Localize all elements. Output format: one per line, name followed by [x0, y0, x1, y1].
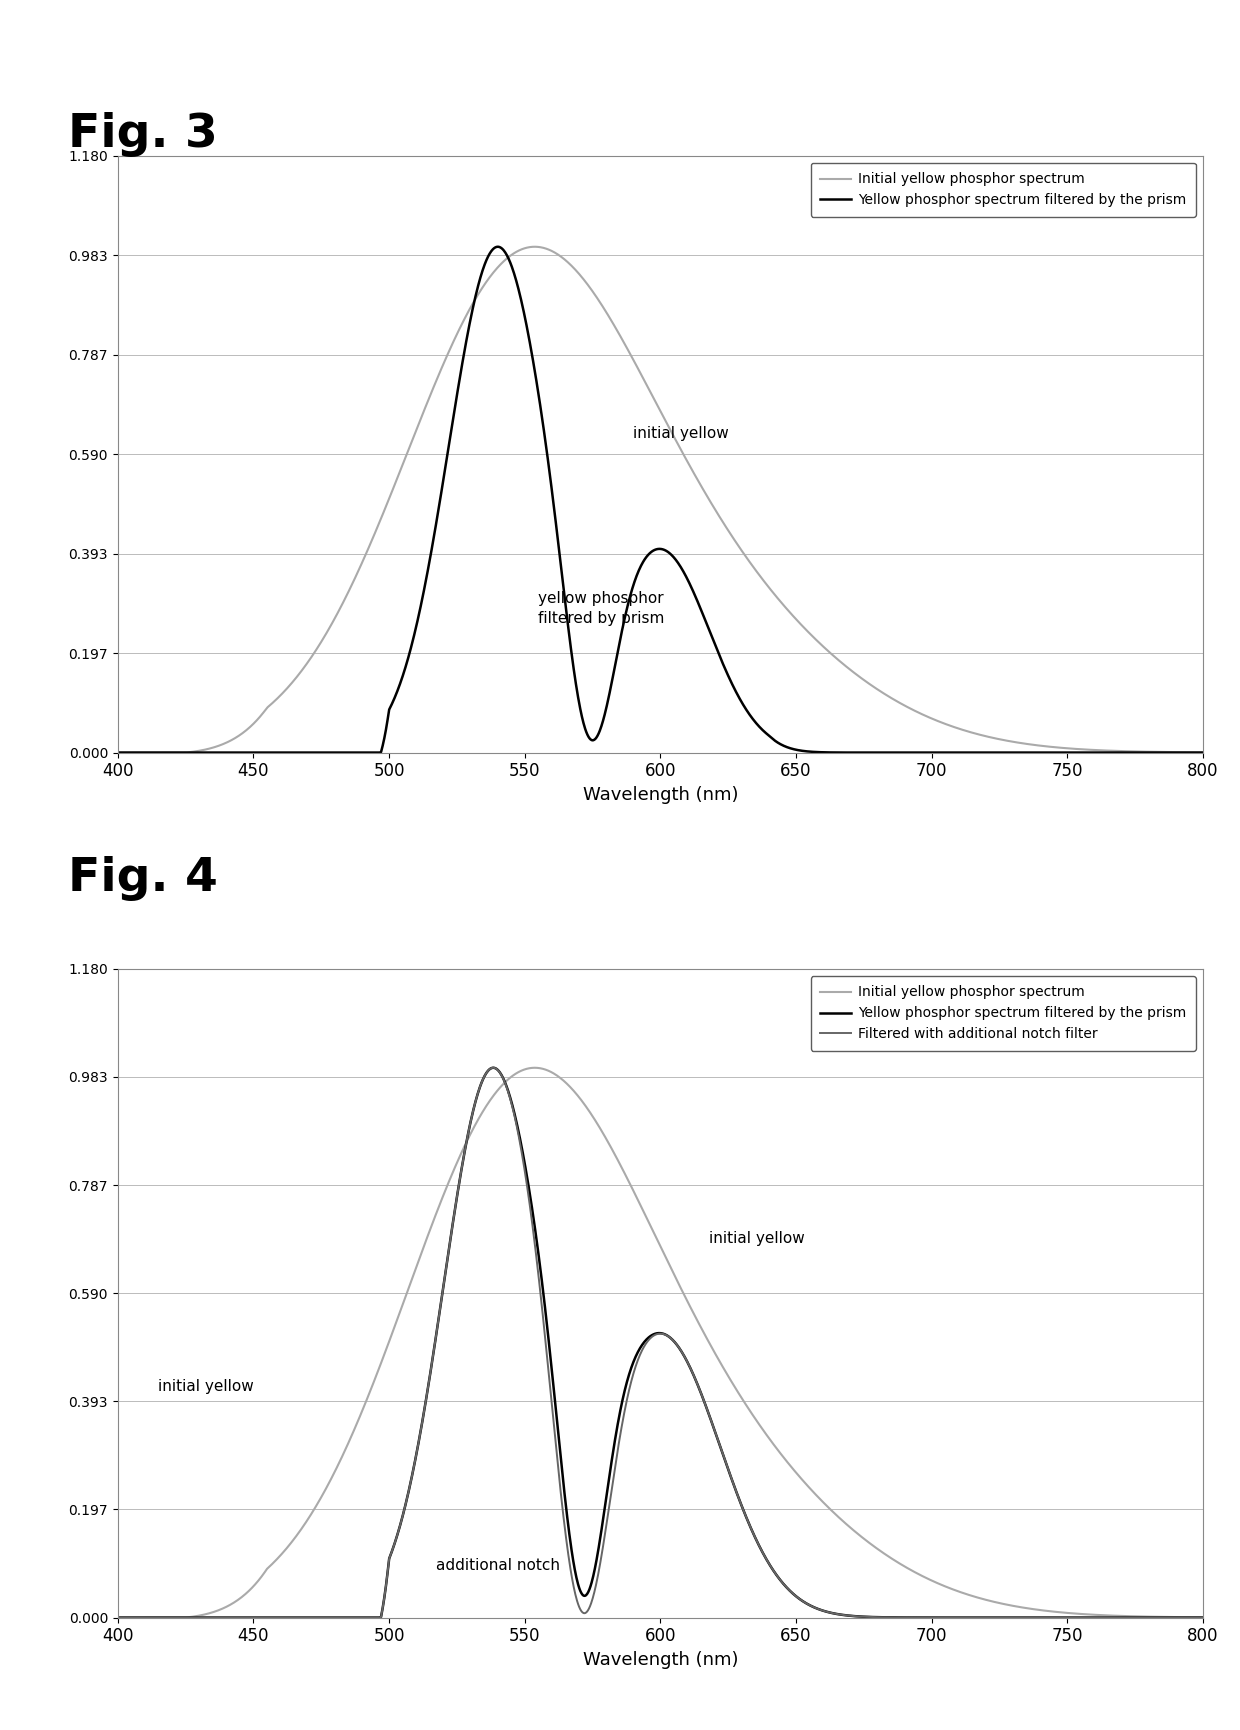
Yellow phosphor spectrum filtered by the prism [639, 1330, 653, 1351]
Filtered with additional notch filter [110, 1607, 125, 1628]
Initial yellow phosphor spectrum [527, 237, 542, 258]
Yellow phosphor spectrum filtered by the prism [1164, 1607, 1179, 1628]
Yellow phosphor spectrum filtered by the prism [639, 547, 653, 567]
Yellow phosphor spectrum filtered by the prism [610, 1417, 625, 1438]
Text: Fig. 3: Fig. 3 [68, 112, 218, 157]
Legend: Initial yellow phosphor spectrum, Yellow phosphor spectrum filtered by the prism: Initial yellow phosphor spectrum, Yellow… [811, 976, 1195, 1052]
Yellow phosphor spectrum filtered by the prism [110, 1607, 125, 1628]
Text: initial yellow: initial yellow [159, 1379, 254, 1394]
Initial yellow phosphor spectrum [610, 1149, 625, 1169]
Filtered with additional notch filter [166, 1607, 181, 1628]
Yellow phosphor spectrum filtered by the prism [965, 1607, 980, 1628]
Yellow phosphor spectrum filtered by the prism [110, 742, 125, 763]
Text: initial yellow: initial yellow [709, 1230, 805, 1246]
Initial yellow phosphor spectrum [1195, 742, 1210, 763]
Text: initial yellow: initial yellow [634, 426, 729, 441]
Initial yellow phosphor spectrum [527, 1057, 542, 1078]
Line: Yellow phosphor spectrum filtered by the prism: Yellow phosphor spectrum filtered by the… [118, 1067, 1203, 1618]
Initial yellow phosphor spectrum [1164, 1607, 1179, 1628]
Text: Fig. 4: Fig. 4 [68, 856, 218, 901]
Yellow phosphor spectrum filtered by the prism [486, 1057, 501, 1078]
Filtered with additional notch filter [486, 1057, 501, 1078]
Legend: Initial yellow phosphor spectrum, Yellow phosphor spectrum filtered by the prism: Initial yellow phosphor spectrum, Yellow… [811, 163, 1195, 216]
Initial yellow phosphor spectrum [110, 1607, 125, 1628]
Filtered with additional notch filter [1164, 1607, 1179, 1628]
Filtered with additional notch filter [1195, 1607, 1210, 1628]
Filtered with additional notch filter [610, 1443, 625, 1464]
Text: additional notch: additional notch [435, 1557, 559, 1573]
Yellow phosphor spectrum filtered by the prism [1195, 742, 1210, 763]
Yellow phosphor spectrum filtered by the prism [166, 1607, 181, 1628]
Initial yellow phosphor spectrum [639, 374, 653, 394]
Line: Initial yellow phosphor spectrum: Initial yellow phosphor spectrum [118, 1067, 1203, 1618]
Yellow phosphor spectrum filtered by the prism [1164, 1607, 1179, 1628]
X-axis label: Wavelength (nm): Wavelength (nm) [583, 1650, 738, 1669]
Filtered with additional notch filter [639, 1334, 653, 1355]
X-axis label: Wavelength (nm): Wavelength (nm) [583, 785, 738, 804]
Yellow phosphor spectrum filtered by the prism [965, 742, 980, 763]
Yellow phosphor spectrum filtered by the prism [1164, 742, 1179, 763]
Filtered with additional notch filter [1164, 1607, 1179, 1628]
Yellow phosphor spectrum filtered by the prism [1164, 742, 1179, 763]
Yellow phosphor spectrum filtered by the prism [490, 237, 505, 258]
Yellow phosphor spectrum filtered by the prism [166, 742, 181, 763]
Yellow phosphor spectrum filtered by the prism [1195, 1607, 1210, 1628]
Initial yellow phosphor spectrum [610, 320, 625, 341]
Line: Initial yellow phosphor spectrum: Initial yellow phosphor spectrum [118, 247, 1203, 753]
Line: Yellow phosphor spectrum filtered by the prism: Yellow phosphor spectrum filtered by the… [118, 247, 1203, 753]
Initial yellow phosphor spectrum [965, 1586, 980, 1607]
Initial yellow phosphor spectrum [1164, 742, 1179, 763]
Filtered with additional notch filter [965, 1607, 980, 1628]
Line: Filtered with additional notch filter: Filtered with additional notch filter [118, 1067, 1203, 1618]
Initial yellow phosphor spectrum [1164, 742, 1179, 763]
Initial yellow phosphor spectrum [166, 1607, 181, 1628]
Initial yellow phosphor spectrum [1195, 1607, 1210, 1628]
Initial yellow phosphor spectrum [166, 742, 181, 763]
Initial yellow phosphor spectrum [639, 1206, 653, 1227]
Yellow phosphor spectrum filtered by the prism [610, 644, 625, 664]
Initial yellow phosphor spectrum [1164, 1607, 1179, 1628]
Initial yellow phosphor spectrum [110, 742, 125, 763]
Text: yellow phosphor
filtered by prism: yellow phosphor filtered by prism [538, 592, 665, 626]
Initial yellow phosphor spectrum [965, 723, 980, 744]
